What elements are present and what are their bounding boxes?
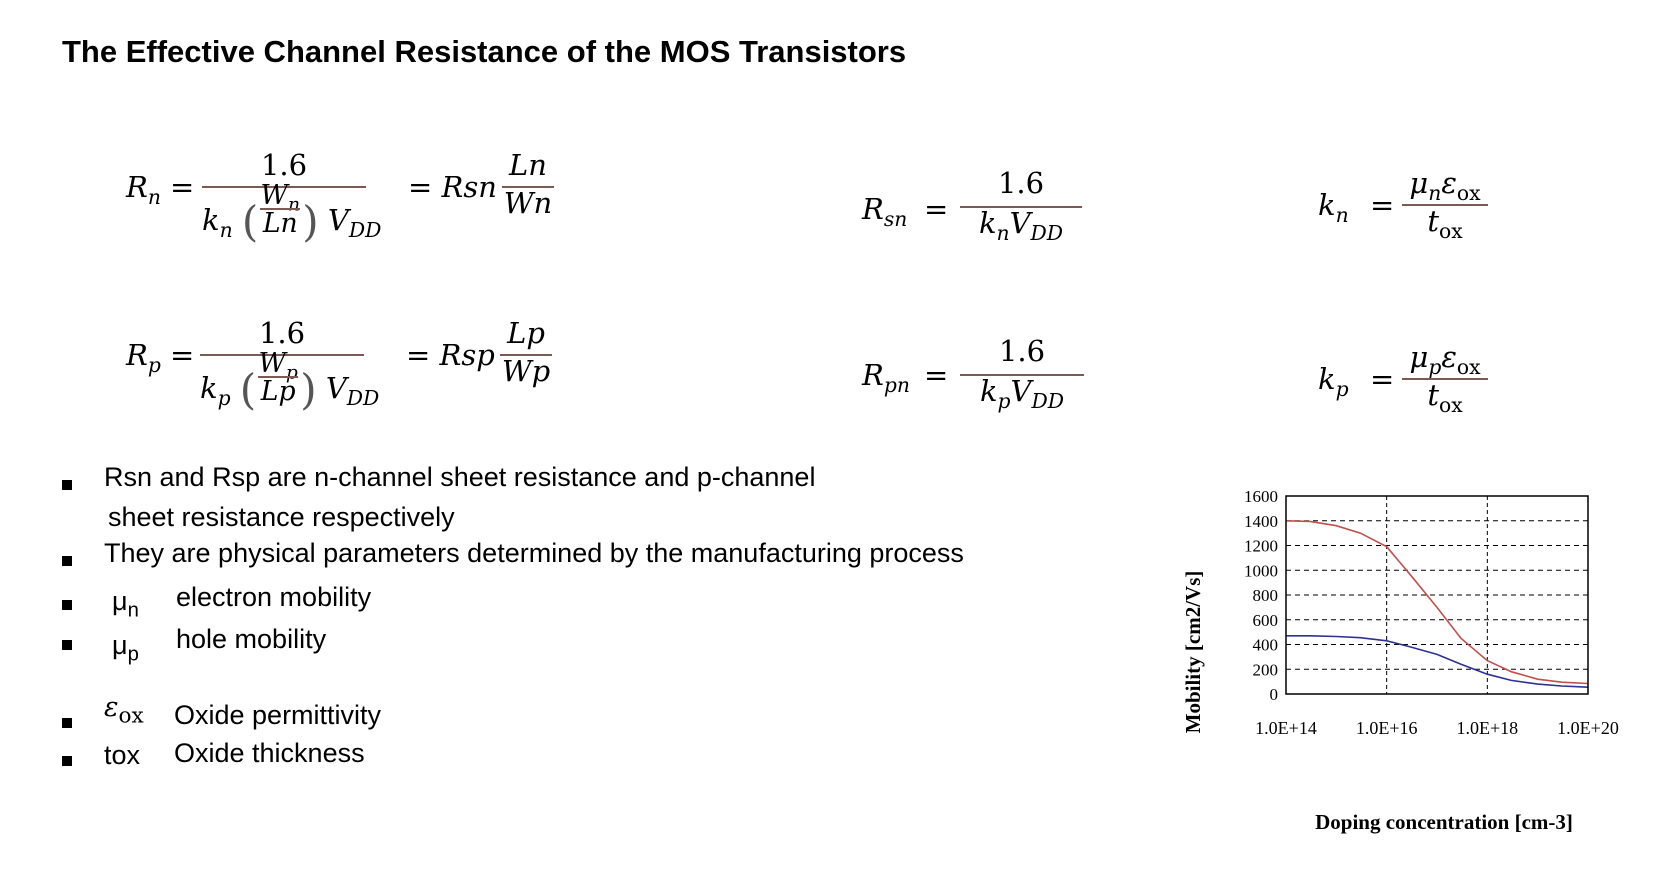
kn-fraction: μnεox tox <box>1402 166 1488 256</box>
rpn-lhs: Rpn <box>862 358 910 398</box>
kp-fraction: μpεox tox <box>1402 340 1488 430</box>
y-tick-label: 600 <box>1253 611 1279 630</box>
mobility-chart: 1600 1400 1200 1000 800 600 400 200 0 1.0E+14 1.0E… <box>1181 487 1619 834</box>
rn-denominator: kn (Wn Ln) VDD <box>202 180 382 247</box>
rn-equals-rsn: = Rsn <box>408 170 497 204</box>
kn-lhs: kn <box>1318 188 1349 228</box>
rpn-fraction: 1.6 kpVDD <box>960 334 1084 424</box>
rpn-equation: Rpn = 1.6 kpVDD <box>862 334 1102 436</box>
rn-lhs: Rn <box>126 170 161 210</box>
plot-frame <box>1285 495 1589 695</box>
kn-equals: = <box>1370 188 1395 222</box>
y-tick-label: 200 <box>1253 660 1279 679</box>
rn-equation: Rn = 1.6 kn (Wn Ln) VDD = Rsn Ln Wn <box>126 148 586 260</box>
x-tick-label: 1.0E+20 <box>1557 718 1619 738</box>
x-tick-label: 1.0E+14 <box>1255 718 1317 738</box>
y-tick-label: 0 <box>1270 685 1279 704</box>
rp-ratio: Lp Wp <box>500 316 552 388</box>
kp-equation: kp = μpεox tox <box>1318 340 1498 438</box>
rn-equals: = <box>170 170 195 204</box>
rp-equals: = <box>170 338 195 372</box>
rp-lhs: Rp <box>126 338 161 378</box>
rp-equals-rsp: = Rsp <box>406 338 495 372</box>
x-tick-label: 1.0E+18 <box>1457 718 1519 738</box>
series-line-hole <box>1286 635 1589 688</box>
slide-title: The Effective Channel Resistance of the … <box>62 34 907 69</box>
rsn-equation: Rsn = 1.6 knVDD <box>862 166 1102 268</box>
rpn-equals: = <box>924 358 949 392</box>
y-tick-label: 1400 <box>1244 512 1278 531</box>
rsn-fraction: 1.6 knVDD <box>960 166 1082 256</box>
series-line-electron <box>1285 520 1589 685</box>
chart-xlabel: Doping concentration [cm-3] <box>1315 810 1573 834</box>
x-tick-label: 1.0E+16 <box>1356 718 1418 738</box>
rsn-lhs: Rsn <box>862 192 908 232</box>
kn-equation: kn = μnεox tox <box>1318 166 1498 264</box>
y-tick-label: 1200 <box>1244 537 1278 556</box>
rp-numerator: 1.6 <box>258 316 306 350</box>
y-tick-label: 800 <box>1253 586 1279 605</box>
kp-lhs: kp <box>1318 362 1349 402</box>
rp-fraction: 1.6 kp (Wp Lp) VDD <box>200 316 380 416</box>
rn-ratio: Ln Wn <box>502 148 554 220</box>
kp-equals: = <box>1370 362 1395 396</box>
y-tick-label: 1000 <box>1244 561 1278 580</box>
rn-numerator: 1.6 <box>260 148 308 182</box>
rsn-equals: = <box>924 192 949 226</box>
rp-equation: Rp = 1.6 kp (Wp Lp) VDD = Rsp Lp Wp <box>126 316 586 428</box>
chart-ylabel: Mobility [cm2/Vs] <box>1181 571 1205 734</box>
y-tick-label: 1600 <box>1244 487 1278 506</box>
y-tick-label: 400 <box>1253 636 1279 655</box>
rp-denominator: kp (Wp Lp) VDD <box>200 348 380 415</box>
rn-fraction: 1.6 kn (Wn Ln) VDD <box>202 148 382 248</box>
